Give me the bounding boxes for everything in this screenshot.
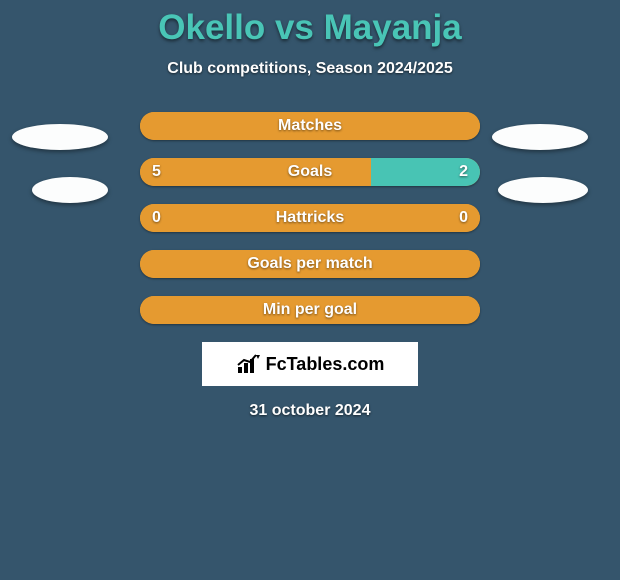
stat-label: Matches — [140, 112, 480, 140]
comparison-card: Okello vs Mayanja Club competitions, Sea… — [0, 0, 620, 580]
chart-icon — [236, 353, 262, 375]
logo: FcTables.com — [236, 353, 385, 375]
stat-row: 52Goals — [140, 158, 480, 186]
stat-label: Goals per match — [140, 250, 480, 278]
stat-row: Matches — [140, 112, 480, 140]
stat-label: Min per goal — [140, 296, 480, 324]
stat-label: Hattricks — [140, 204, 480, 232]
left-ellipse-1 — [12, 124, 108, 150]
stat-row: Goals per match — [140, 250, 480, 278]
logo-text: FcTables.com — [266, 354, 385, 375]
stat-label: Goals — [140, 158, 480, 186]
date-text: 31 october 2024 — [0, 402, 620, 420]
stat-row: 00Hattricks — [140, 204, 480, 232]
right-ellipse-1 — [492, 124, 588, 150]
page-title: Okello vs Mayanja — [0, 0, 620, 48]
stat-row: Min per goal — [140, 296, 480, 324]
left-ellipse-2 — [32, 177, 108, 203]
logo-box: FcTables.com — [202, 342, 418, 386]
subtitle: Club competitions, Season 2024/2025 — [0, 60, 620, 78]
right-ellipse-2 — [498, 177, 588, 203]
stats-list: Matches 52Goals 00Hattricks Goals per match… — [140, 112, 480, 324]
